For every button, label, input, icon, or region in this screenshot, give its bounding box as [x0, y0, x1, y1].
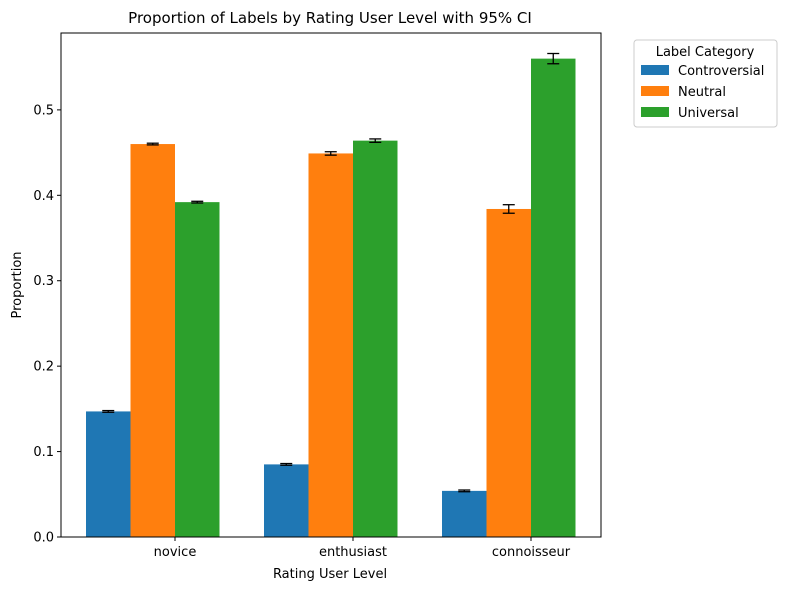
legend-box [633, 39, 778, 128]
bar-controversial-novice [86, 411, 131, 537]
legend-title: Label Category [656, 45, 755, 60]
bar-controversial-connoisseur [442, 490, 487, 537]
x-tick-label: novice [154, 545, 197, 560]
y-tick-label: 0.1 [33, 445, 54, 460]
x-axis-title: Rating User Level [273, 567, 387, 582]
x-tick-label: enthusiast [319, 545, 387, 560]
x-tick-label: connoisseur [492, 545, 571, 560]
legend-swatch-neutral [641, 86, 669, 96]
bar-neutral-enthusiast [308, 153, 353, 538]
legend-swatch-controversial [641, 65, 669, 75]
y-tick-label: 0.4 [33, 189, 54, 204]
legend-label-neutral: Neutral [678, 85, 726, 100]
legend: Label Category Controversial Neutral Unive… [633, 39, 778, 128]
y-tick-label: 0.2 [33, 360, 54, 375]
bar-controversial-enthusiast [264, 464, 309, 537]
bar-universal-novice [175, 202, 220, 537]
legend-swatch-universal [641, 107, 669, 117]
legend-label-controversial: Controversial [678, 64, 764, 79]
bar-universal-connoisseur [531, 58, 576, 538]
plot-frame [60, 32, 602, 538]
bar-neutral-connoisseur [486, 208, 531, 537]
y-axis-title: Proportion [10, 251, 25, 318]
y-tick-label: 0.3 [33, 274, 54, 289]
y-tick-label: 0.0 [33, 531, 54, 546]
bar-neutral-novice [130, 144, 175, 537]
legend-label-universal: Universal [678, 106, 739, 121]
bar-universal-enthusiast [353, 140, 398, 537]
chart-title: Proportion of Labels by Rating User Leve… [128, 9, 532, 27]
y-tick-label: 0.5 [33, 103, 54, 118]
plot-area [86, 52, 576, 538]
